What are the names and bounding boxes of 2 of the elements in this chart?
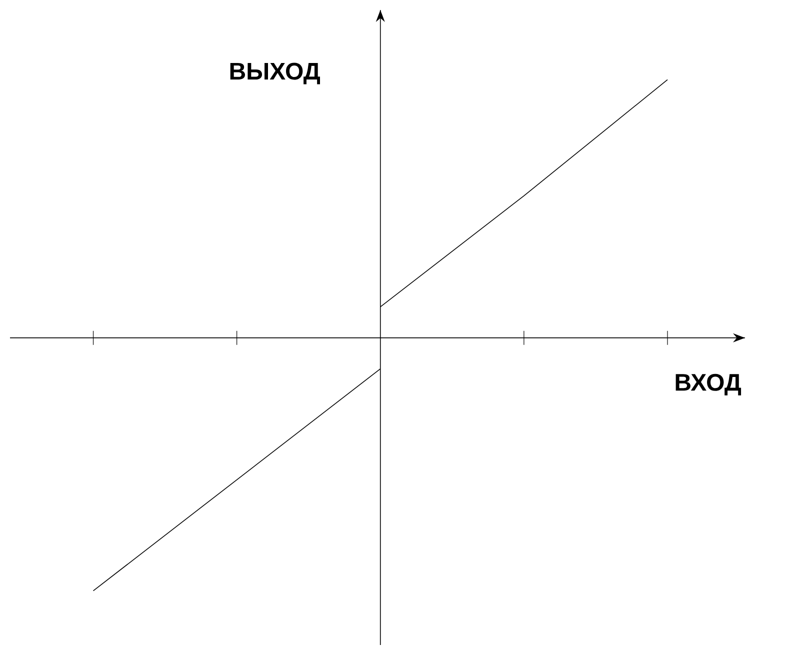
y-axis-title: ВЫХОД	[230, 62, 320, 84]
x-axis-title: ВХОД	[676, 374, 742, 396]
